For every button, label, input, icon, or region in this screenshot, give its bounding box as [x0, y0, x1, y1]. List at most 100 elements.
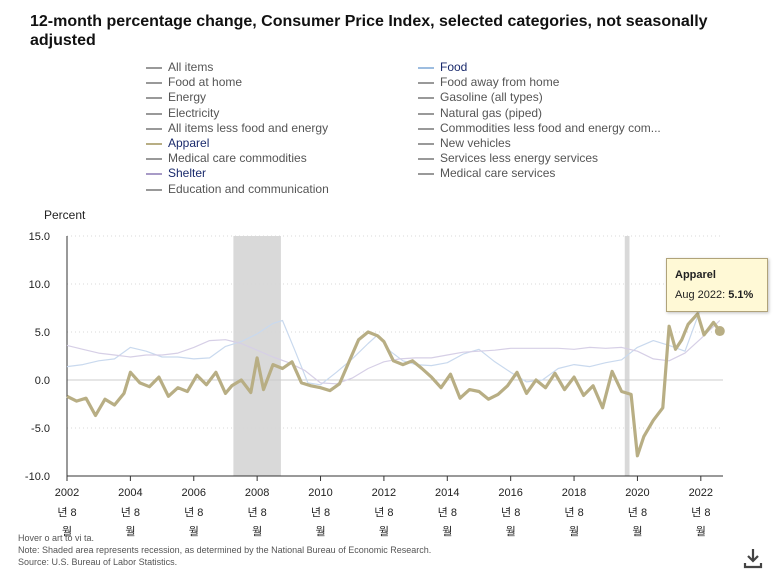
- x-tick-label: 2012: [372, 487, 396, 499]
- legend-label: Natural gas (piped): [440, 105, 543, 120]
- legend-swatch: [418, 112, 434, 115]
- x-tick-label: 년 8: [374, 506, 393, 519]
- tooltip-series-name: Apparel: [675, 269, 716, 281]
- legend-label: Gasoline (all types): [440, 90, 543, 105]
- legend-item[interactable]: Commodities less food and energy com...: [418, 120, 661, 136]
- source-note: Source: U.S. Bureau of Labor Statistics.: [18, 557, 178, 567]
- x-tick-label: 2002: [55, 487, 79, 499]
- legend-swatch: [418, 82, 434, 85]
- x-tick-label: 2020: [625, 487, 649, 499]
- legend-label: New vehicles: [440, 136, 511, 150]
- x-tick-label: 월: [125, 525, 135, 538]
- legend-item[interactable]: Medical care commodities: [146, 151, 307, 166]
- legend-label: Medical care commodities: [168, 151, 307, 166]
- legend-swatch: [418, 173, 434, 176]
- legend-item[interactable]: Food away from home: [418, 75, 560, 90]
- legend-swatch: [146, 82, 162, 85]
- tooltip-date: Aug 2022:: [675, 289, 726, 301]
- x-tick-label: 2018: [562, 487, 586, 499]
- legend-swatch: [418, 158, 434, 161]
- legend-swatch: [418, 67, 434, 69]
- legend-label: Electricity: [168, 105, 220, 120]
- legend-swatch: [418, 127, 434, 130]
- download-icon[interactable]: [742, 547, 764, 569]
- y-tick-label: 5.0: [35, 327, 50, 339]
- x-tick-label: 월: [252, 525, 262, 538]
- legend-label: Food at home: [168, 75, 243, 90]
- x-tick-label: 년 8: [184, 506, 203, 519]
- legend-label: Commodities less food and energy com...: [440, 120, 661, 135]
- y-tick-label: 0.0: [35, 375, 50, 387]
- x-tick-label: 년 8: [564, 506, 583, 519]
- legend-item[interactable]: Electricity: [146, 105, 220, 121]
- legend-item[interactable]: Apparel: [146, 136, 210, 151]
- x-tick-label: 년 8: [57, 506, 76, 519]
- legend-swatch: [418, 97, 434, 100]
- chart-notes: Hover o art to vi ta. Note: Shaded area …: [18, 532, 431, 568]
- legend-label: Apparel: [168, 136, 210, 150]
- x-tick-label: 월: [632, 525, 642, 538]
- legend-item[interactable]: Food at home: [146, 75, 243, 90]
- legend-item[interactable]: Education and communication: [146, 182, 329, 197]
- x-tick-label: 월: [696, 525, 706, 538]
- highlight-point: [714, 326, 725, 337]
- legend-item[interactable]: All items less food and energy: [146, 120, 329, 136]
- x-tick-label: 년 8: [501, 506, 520, 519]
- legend-swatch: [146, 127, 162, 130]
- legend-item[interactable]: All items: [146, 60, 214, 75]
- legend-item[interactable]: Medical care services: [418, 166, 556, 181]
- x-tick-label: 월: [569, 525, 579, 538]
- x-tick-label: 2016: [498, 487, 522, 499]
- y-tick-label: 10.0: [29, 279, 50, 291]
- x-tick-label: 2006: [182, 487, 206, 499]
- tooltip-value-line: Aug 2022: 5.1%: [675, 289, 753, 301]
- legend-swatch: [418, 143, 434, 145]
- x-tick-label: 2014: [435, 487, 459, 499]
- x-tick-label: 월: [506, 525, 516, 538]
- legend-label: All items less food and energy: [168, 120, 329, 135]
- legend-label: Food: [440, 60, 468, 74]
- x-tick-label: 년 8: [438, 506, 457, 519]
- x-tick-label: 월: [315, 525, 325, 538]
- x-tick-label: 년 8: [691, 506, 710, 519]
- legend-swatch: [146, 97, 162, 100]
- legend-swatch: [146, 158, 162, 161]
- legend-item[interactable]: Energy: [146, 90, 207, 105]
- legend-item[interactable]: Services less energy services: [418, 151, 599, 166]
- legend-label: Medical care services: [440, 166, 556, 181]
- y-tick-label: 15.0: [29, 231, 50, 243]
- x-tick-label: 2004: [118, 487, 142, 499]
- legend-label: Energy: [168, 90, 207, 105]
- x-tick-label: 년 8: [121, 506, 140, 519]
- legend-item[interactable]: Food: [418, 60, 468, 75]
- series-line: [66, 312, 722, 458]
- y-tick-label: -10.0: [25, 471, 50, 483]
- x-tick-label: 월: [442, 525, 452, 538]
- legend-label: Food away from home: [440, 75, 560, 90]
- legend-swatch: [146, 173, 162, 176]
- recession-note: Note: Shaded area represents recession, …: [18, 545, 432, 555]
- legend-item[interactable]: Shelter: [146, 166, 207, 181]
- legend-label: All items: [168, 60, 214, 74]
- chart-title: 12-month percentage change, Consumer Pri…: [30, 13, 708, 49]
- legend: All items Food at home Energy Electricity Al…: [0, 0, 773, 200]
- x-tick-label: 2022: [689, 487, 713, 499]
- legend-item[interactable]: New vehicles: [418, 136, 511, 151]
- recession-band: [233, 236, 281, 476]
- x-tick-label: 월: [189, 525, 199, 538]
- tooltip-value: 5.1%: [728, 289, 754, 301]
- legend-label: Services less energy services: [440, 151, 599, 166]
- legend-item[interactable]: Gasoline (all types): [418, 90, 543, 105]
- x-tick-label: 년 8: [311, 506, 330, 519]
- x-tick-label: 2010: [308, 487, 332, 499]
- x-tick-label: 년 8: [247, 506, 266, 519]
- x-tick-label: 월: [379, 525, 389, 538]
- series-line: [66, 270, 721, 386]
- legend-swatch: [146, 67, 162, 69]
- y-axis-label: Percent: [44, 208, 86, 222]
- tooltip: Apparel Aug 2022: 5.1%: [666, 258, 768, 312]
- legend-item[interactable]: Natural gas (piped): [418, 105, 543, 121]
- legend-label: Shelter: [168, 166, 207, 181]
- legend-swatch: [146, 143, 162, 145]
